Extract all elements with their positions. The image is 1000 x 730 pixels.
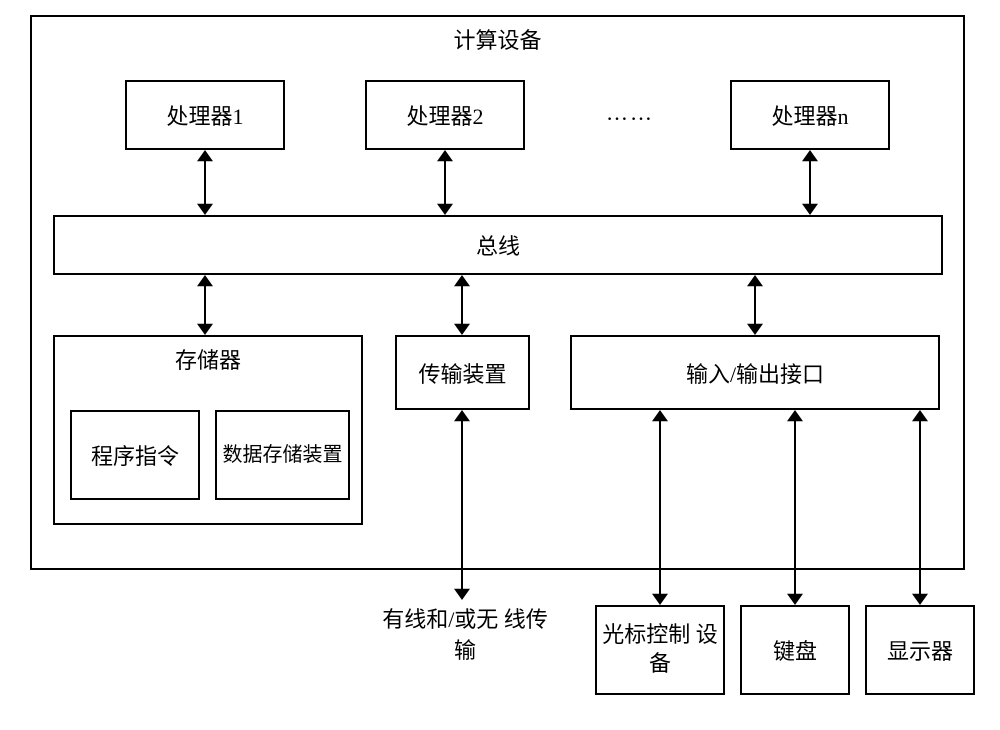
- node-cursor-device: 光标控制 设备: [595, 605, 725, 695]
- node-label: 数据存储装置: [223, 442, 343, 468]
- node-label: 处理器1: [166, 99, 243, 131]
- label-wired-wireless: 有线和/或无 线传输: [380, 605, 550, 667]
- node-bus: 总线: [53, 215, 943, 275]
- node-label: 输入/输出接口: [686, 357, 824, 389]
- node-display: 显示器: [865, 605, 975, 695]
- node-label: 程序指令: [91, 439, 179, 471]
- diagram-canvas: 计算设备 处理器1 处理器2 …… 处理器n 总线 存储器 程序指令 数据存储装…: [0, 0, 1000, 730]
- outer-title: 计算设备: [453, 23, 541, 55]
- node-label: ……: [606, 100, 654, 125]
- node-data-storage: 数据存储装置: [215, 410, 350, 500]
- node-label: 键盘: [773, 634, 817, 666]
- node-transmission: 传输装置: [395, 335, 530, 410]
- node-processor-2: 处理器2: [365, 80, 525, 150]
- node-processor-1: 处理器1: [125, 80, 285, 150]
- node-label: 处理器n: [771, 99, 848, 131]
- node-label: 光标控制 设备: [597, 621, 723, 678]
- node-label: 存储器: [175, 343, 241, 375]
- node-label: 处理器2: [406, 99, 483, 131]
- node-label: 有线和/或无 线传输: [382, 607, 548, 663]
- node-label: 显示器: [887, 634, 953, 666]
- node-processor-n: 处理器n: [730, 80, 890, 150]
- node-label: 传输装置: [418, 357, 506, 389]
- node-program-instructions: 程序指令: [70, 410, 200, 500]
- node-keyboard: 键盘: [740, 605, 850, 695]
- node-label: 总线: [476, 229, 520, 261]
- ellipsis: ……: [570, 100, 690, 126]
- node-io-interface: 输入/输出接口: [570, 335, 940, 410]
